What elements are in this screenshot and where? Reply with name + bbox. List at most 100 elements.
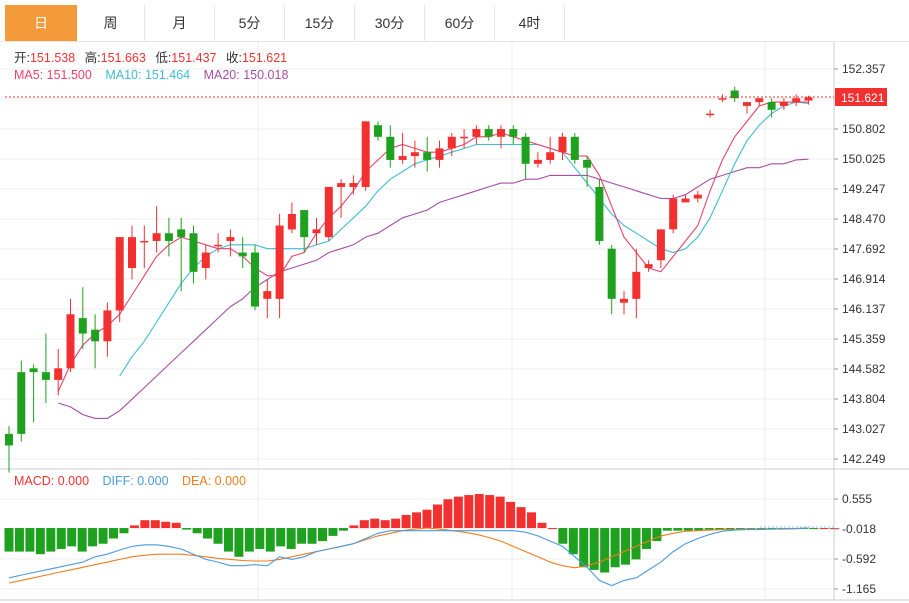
macd-histogram-bar: [14, 528, 24, 552]
price-tick-label: 149.247: [842, 182, 886, 196]
tab-month[interactable]: 月: [145, 5, 215, 41]
macd-histogram-bar: [328, 528, 338, 536]
candle-body: [632, 271, 641, 299]
candle-body: [374, 125, 382, 137]
candle-body: [226, 237, 235, 241]
macd-tick-label: -1.165: [842, 582, 876, 596]
macd-tick-label: 0.555: [842, 492, 872, 506]
macd-histogram-bar: [109, 528, 118, 539]
candle-body: [767, 102, 776, 110]
dea-line: [8, 527, 809, 584]
tab-60min[interactable]: 60分: [425, 5, 495, 41]
tab-4hour[interactable]: 4时: [495, 5, 565, 41]
macd-histogram-bar: [610, 528, 620, 568]
candle-body: [656, 229, 665, 261]
macd-histogram-bar: [307, 528, 317, 544]
price-tick-label: 146.137: [842, 302, 886, 316]
moving-average-lines: [57, 101, 809, 419]
macd-histogram-bar: [192, 528, 202, 534]
macd-histogram-bar: [516, 507, 526, 529]
macd-histogram-bar: [318, 528, 327, 542]
macd-histogram-bar: [349, 525, 359, 529]
candle-body: [115, 237, 124, 311]
macd-histogram-bar: [265, 528, 275, 552]
macd-histogram-bar: [276, 528, 286, 547]
candle-body: [386, 136, 395, 160]
candle-body: [251, 252, 259, 307]
price-tick-label: 150.802: [842, 122, 886, 136]
candle-body: [497, 129, 505, 137]
candle-body: [435, 148, 444, 160]
candle-body: [41, 372, 50, 380]
candle-body: [189, 233, 198, 272]
candle-body: [620, 298, 628, 303]
macd-histogram-bar: [537, 522, 547, 529]
candle-body: [5, 433, 13, 446]
candle-body: [54, 368, 63, 380]
tab-30min[interactable]: 30分: [355, 5, 425, 41]
macd-histogram-bar: [223, 528, 233, 552]
price-tick-label: 147.692: [842, 242, 886, 256]
macd-histogram-bar: [140, 520, 150, 529]
candle-body: [201, 252, 210, 268]
macd-histogram-bar: [391, 518, 401, 529]
candle-body: [103, 310, 112, 342]
macd-histogram-bar: [527, 512, 536, 529]
candle-body: [312, 229, 321, 234]
macd-histogram-bar: [506, 501, 516, 529]
macd-histogram-bar: [704, 528, 714, 530]
candle-body: [509, 129, 518, 137]
price-tick-label: 143.027: [842, 422, 886, 436]
macd-histogram-bar: [88, 528, 98, 547]
ma-info: MA5: 151.500 MA10: 151.464 MA20: 150.018: [14, 68, 288, 82]
candle-body: [644, 264, 653, 268]
macd-histogram-bar: [600, 528, 610, 573]
price-tick-label: 142.249: [842, 452, 886, 466]
macd-histogram-bar: [213, 528, 223, 544]
price-tick-label: 150.025: [842, 152, 886, 166]
macd-histogram-bar: [286, 528, 296, 549]
price-tick-label: 144.582: [842, 362, 886, 376]
kline-chart[interactable]: 152.357 150.802 150.025 149.247 148.470 147.6…: [0, 42, 909, 603]
candle-body: [423, 152, 432, 160]
macd-histogram-bar: [725, 528, 735, 530]
candle-body: [755, 98, 764, 103]
macd-info: MACD: 0.000 DIFF: 0.000 DEA: 0.000: [14, 474, 246, 488]
macd-histogram-bar: [77, 528, 87, 552]
macd-histogram-bar: [98, 528, 108, 544]
last-price-value: 151.621: [841, 91, 885, 105]
candle-body: [792, 98, 801, 103]
macd-histogram-bar: [547, 528, 557, 530]
candle-body: [743, 102, 751, 106]
macd-histogram-bar: [182, 528, 192, 530]
macd-histogram-bar: [244, 528, 254, 552]
candle-body: [595, 186, 604, 241]
macd-histogram-bar: [67, 528, 77, 547]
candle-body: [349, 183, 358, 187]
ohlc-info: 开:151.538 高:151.663 低:151.437 收:151.621: [14, 50, 287, 65]
candle-body: [164, 233, 173, 241]
price-tick-label: 146.914: [842, 272, 886, 286]
macd-histogram-bar: [809, 528, 819, 530]
ma20-line: [58, 158, 809, 419]
macd-histogram-bar: [495, 496, 505, 529]
macd-histogram-bar: [297, 528, 307, 544]
macd-histogram-bar: [401, 514, 411, 529]
macd-tick-label: -0.592: [842, 552, 876, 566]
macd-histogram-bar: [35, 528, 45, 555]
candle-body: [361, 121, 370, 187]
tab-5min[interactable]: 5分: [215, 5, 285, 41]
macd-histogram-bar: [464, 495, 474, 529]
macd-histogram-bar: [150, 520, 160, 529]
macd-histogram-bar: [255, 528, 265, 549]
tab-day[interactable]: 日: [5, 5, 77, 41]
candle-body: [66, 314, 75, 369]
ma10-line: [119, 101, 809, 377]
tab-week[interactable]: 周: [77, 5, 145, 41]
candle-body: [152, 233, 161, 241]
candle-body: [78, 318, 87, 334]
tab-15min[interactable]: 15分: [285, 5, 355, 41]
candle-body: [287, 213, 296, 230]
candle-body: [128, 237, 136, 268]
ma5-line: [57, 101, 809, 392]
